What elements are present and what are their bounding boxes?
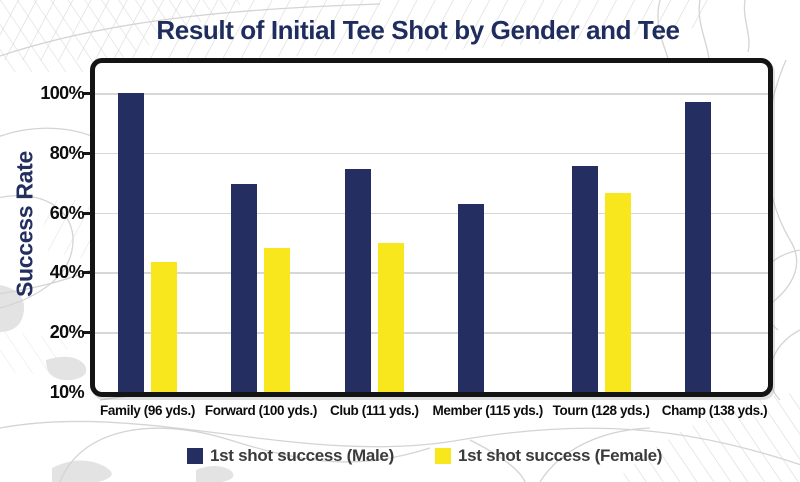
gridline (95, 272, 768, 274)
bar-male-5 (685, 101, 711, 392)
x-category-label: Champ (138 yds.) (661, 403, 768, 418)
gridline (95, 93, 768, 95)
female-legend-swatch (435, 448, 451, 464)
male-legend-label: 1st shot success (Male) (210, 446, 394, 465)
legend-item-female: 1st shot success (Female) (435, 446, 662, 466)
y-axis-tick (82, 151, 91, 155)
bar-male-4 (571, 166, 598, 392)
y-tick-label: 80% (49, 142, 85, 163)
y-tick-label: 100% (40, 83, 84, 103)
x-category-label: Tourn (128 yds.) (552, 403, 650, 418)
bar-male-2 (344, 169, 371, 392)
bar-female-4 (604, 193, 631, 392)
y-tick-label: 20% (49, 322, 85, 343)
gridline (95, 212, 768, 215)
y-axis-tick (82, 211, 91, 215)
y-tick-label: 10% (49, 382, 85, 402)
bar-male-3 (458, 203, 485, 392)
legend-item-male: 1st shot success (Male) (187, 446, 394, 466)
y-axis-tick (82, 271, 91, 275)
x-category-label: Family (96 yds.) (100, 403, 195, 418)
gridline (95, 332, 768, 334)
bar-female-1 (264, 248, 291, 392)
female-legend-label: 1st shot success (Female) (458, 446, 663, 465)
y-axis-tick (82, 331, 91, 335)
plot-frame (90, 58, 773, 397)
y-tick-label: 60% (49, 202, 85, 223)
chart-title: Result of Initial Tee Shot by Gender and… (156, 15, 680, 45)
x-category-label: Forward (100 yds.) (204, 403, 317, 418)
bar-male-0 (118, 93, 144, 392)
y-axis-tick (82, 92, 91, 95)
bar-male-1 (231, 184, 258, 392)
plot-area (95, 63, 768, 392)
x-category-label: Club (111 yds.) (330, 403, 419, 418)
male-legend-swatch (187, 448, 203, 464)
y-tick-label: 40% (49, 262, 85, 283)
gridline (95, 152, 768, 155)
x-category-label: Member (115 yds.) (432, 403, 544, 418)
bar-female-0 (151, 261, 177, 392)
bar-female-2 (377, 242, 404, 392)
